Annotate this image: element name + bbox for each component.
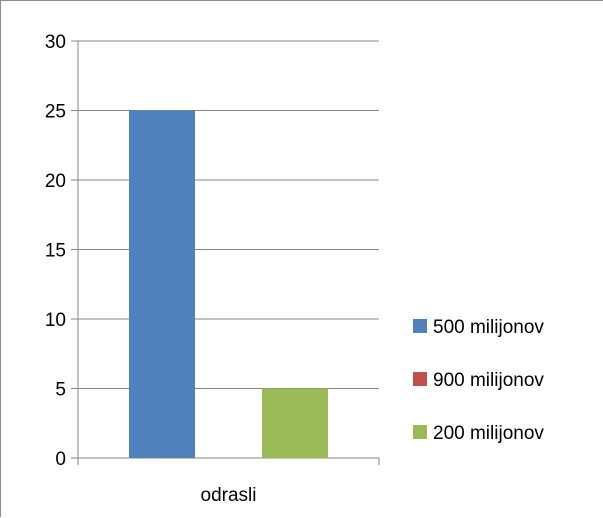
bars (129, 110, 328, 458)
bar (129, 110, 195, 458)
legend-swatch (413, 319, 427, 333)
y-tick-label: 0 (55, 449, 66, 470)
y-tick-label: 30 (45, 32, 66, 53)
y-tick-label: 25 (45, 102, 66, 123)
legend-label: 500 milijonov (433, 317, 544, 338)
legend-swatch (413, 372, 427, 386)
gridlines (78, 40, 379, 389)
legend: 500 milijonov 900 milijonov 200 milijonov (413, 317, 544, 444)
legend-label: 200 milijonov (433, 423, 544, 444)
x-category-label: odrasli (201, 485, 257, 506)
axes (71, 40, 380, 465)
y-tick-label: 10 (45, 310, 66, 331)
legend-swatch (413, 425, 427, 439)
legend-label: 900 milijonov (433, 370, 544, 391)
y-tick-label: 15 (45, 241, 66, 262)
y-tick-label: 5 (55, 380, 66, 401)
axis-labels: 0 5 10 15 20 25 30 odrasli (45, 32, 257, 506)
bar (262, 388, 328, 458)
y-tick-label: 20 (45, 171, 66, 192)
